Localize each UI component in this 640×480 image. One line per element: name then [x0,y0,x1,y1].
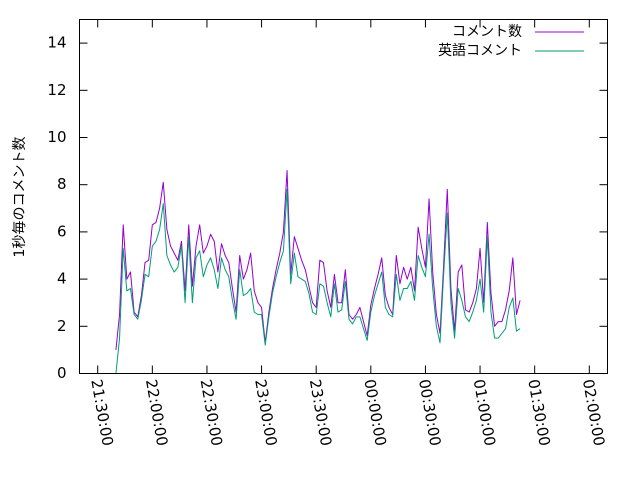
legend-label-1: 英語コメント [438,42,522,59]
y-tick-label: 12 [47,81,66,99]
legend-label-0: コメント数 [452,24,522,40]
y-tick-label: 10 [47,128,66,146]
y-tick-label: 8 [57,175,67,193]
y-axis-label: 1秒毎のコメント数 [12,137,28,258]
y-tick-label: 4 [57,270,67,288]
series-line-0 [115,170,521,350]
series-line-1 [115,188,521,374]
series-layer [115,170,521,374]
y-tick-label: 14 [47,34,66,52]
plot-frame [79,19,608,374]
y-tick-label: 0 [57,364,67,382]
y-tick-label: 6 [57,222,67,240]
y-tick-label: 2 [57,317,67,335]
